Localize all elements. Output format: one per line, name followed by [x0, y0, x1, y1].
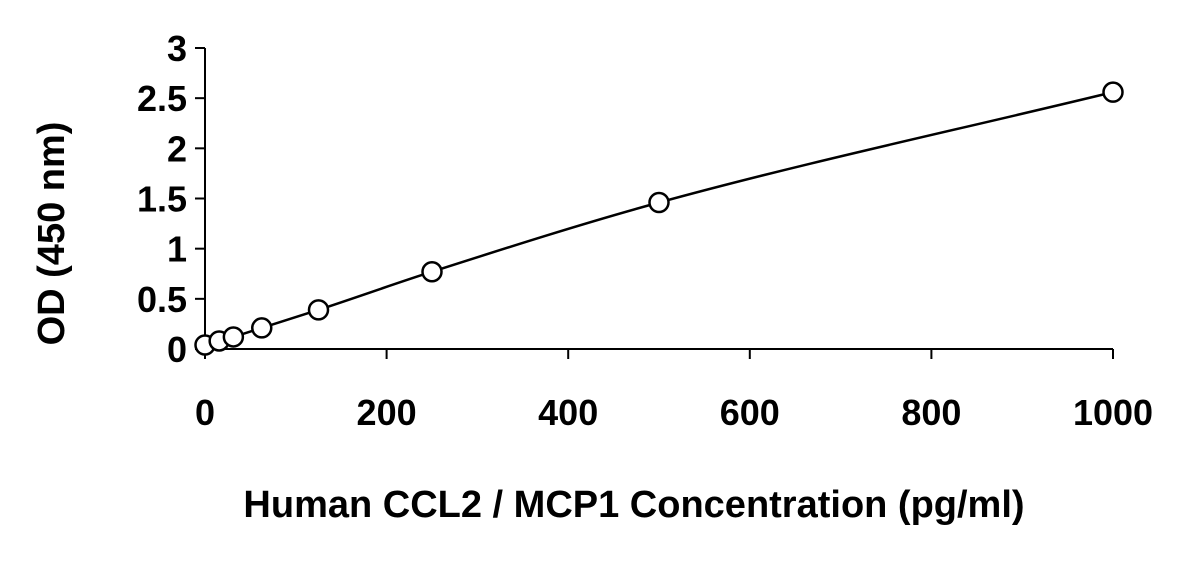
data-point-marker	[307, 299, 330, 321]
x-tick-label: 200	[357, 392, 417, 433]
x-tick-label: 0	[195, 392, 215, 433]
y-tick-label: 2.5	[137, 78, 187, 119]
fit-curve-layer	[204, 90, 1114, 347]
y-tick-label: 0	[167, 329, 187, 370]
x-tick-label: 400	[538, 392, 598, 433]
x-axis-title: Human CCL2 / MCP1 Concentration (pg/ml)	[243, 484, 1024, 526]
y-tick-label: 0.5	[137, 279, 187, 320]
y-tick-label: 2	[167, 128, 187, 169]
x-tick-label: 1000	[1073, 392, 1153, 433]
data-point-marker	[251, 317, 273, 339]
data-point-marker	[1102, 81, 1124, 103]
y-axis-title: OD (450 nm)	[31, 122, 73, 346]
x-tick-label: 800	[901, 392, 961, 433]
data-point-marker	[222, 326, 245, 348]
data-point-marker	[421, 260, 443, 283]
x-tick-label: 600	[720, 392, 780, 433]
ticks: 0 0.5 1 1.5 2 2.5 3 0 200 400 600 800 1000	[137, 28, 1153, 433]
data-points	[194, 81, 1124, 356]
fit-curve	[204, 90, 1114, 347]
y-tick-label: 1	[167, 229, 187, 270]
y-tick-label: 1.5	[137, 179, 187, 220]
data-point-marker	[648, 191, 670, 214]
y-tick-label: 3	[167, 28, 187, 69]
